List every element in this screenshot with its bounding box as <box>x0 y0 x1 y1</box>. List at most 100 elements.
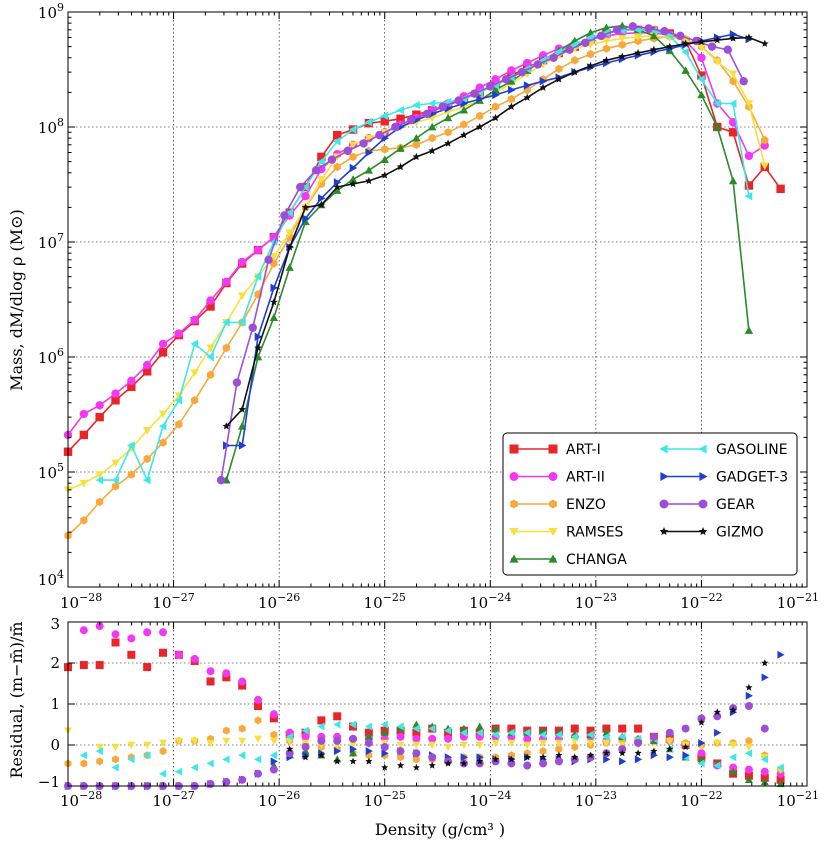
point-gasoline <box>681 47 689 57</box>
residual-point-gadget-3 <box>270 757 278 766</box>
residual-point-gadget-3 <box>476 753 484 762</box>
residual-point-gasoline <box>174 767 183 776</box>
residual-point-art-i <box>143 663 152 672</box>
residual-point-art-i <box>222 673 231 682</box>
point-changa <box>728 176 738 185</box>
residual-point-art-i <box>127 650 136 659</box>
residual-point-ramses <box>523 741 532 749</box>
legend-marker <box>510 499 518 509</box>
point-enzo <box>491 102 500 111</box>
legend-label: GEAR <box>716 497 755 513</box>
point-art-ii <box>174 329 184 338</box>
residual-point-enzo <box>412 755 420 764</box>
point-art-i <box>317 152 326 162</box>
residual-point-ramses <box>507 739 516 747</box>
series-ramses <box>63 32 769 495</box>
residual-point-ramses <box>459 741 468 749</box>
point-gasoline <box>253 272 262 281</box>
point-gizmo <box>365 176 373 185</box>
residual-point-gasoline <box>159 769 167 778</box>
point-gizmo <box>460 131 468 139</box>
point-enzo <box>555 64 563 74</box>
point-gadget-3 <box>349 163 358 173</box>
residual-point-gasoline <box>238 751 246 760</box>
top-y-tick-label: 105 <box>38 461 64 482</box>
residual-point-art-ii <box>412 734 421 743</box>
legend-marker <box>509 527 519 536</box>
point-enzo <box>428 133 436 143</box>
residual-ramses <box>64 727 785 774</box>
point-gizmo <box>285 243 294 251</box>
residual-art-i <box>64 638 785 784</box>
residual-point-gadget-3 <box>381 749 389 758</box>
legend-item-gear: GEAR <box>659 497 755 513</box>
point-gizmo <box>349 179 357 188</box>
legend-marker <box>659 527 669 536</box>
residual-point-enzo <box>112 755 119 764</box>
point-gizmo <box>729 34 737 42</box>
residual-point-gear <box>507 759 516 768</box>
residual-point-gasoline <box>111 763 119 772</box>
residual-point-ramses <box>713 739 722 747</box>
legend-marker <box>509 554 519 563</box>
residual-point-ramses <box>127 741 136 749</box>
residual-point-gear <box>206 779 215 788</box>
legend-label: RAMSES <box>566 525 624 541</box>
point-art-i <box>79 430 89 440</box>
point-gear <box>470 89 479 98</box>
point-gear <box>375 130 384 140</box>
residual-point-ramses <box>602 739 611 747</box>
point-gizmo <box>396 162 405 171</box>
point-ramses <box>633 33 643 41</box>
point-gear <box>501 75 511 84</box>
point-gadget-3 <box>270 283 279 292</box>
residual-point-gasoline <box>95 747 103 756</box>
point-gasoline <box>333 137 341 146</box>
bottom-x-tick-label: 10−24 <box>469 789 511 810</box>
point-gizmo <box>539 83 547 91</box>
point-changa <box>396 144 405 152</box>
point-gadget-3 <box>476 94 484 104</box>
point-gizmo <box>681 39 690 47</box>
residual-point-gear <box>396 747 405 756</box>
residual-point-gasoline <box>618 732 626 741</box>
line-gear <box>220 25 745 481</box>
point-enzo <box>618 40 626 49</box>
residual-point-art-i <box>333 712 342 721</box>
point-ramses <box>158 410 168 419</box>
point-art-ii <box>190 315 199 325</box>
point-gadget-3 <box>365 148 374 157</box>
residual-point-gasoline <box>222 755 230 764</box>
residual-point-gizmo <box>618 749 626 757</box>
point-ramses <box>602 37 611 46</box>
point-gasoline <box>697 75 705 84</box>
point-art-ii <box>507 66 516 75</box>
point-art-ii <box>222 277 231 287</box>
point-gizmo <box>713 36 722 44</box>
residual-point-gear <box>349 734 358 743</box>
residual-point-gear <box>760 724 769 733</box>
residual-gadget-3 <box>64 650 785 790</box>
point-changa <box>348 175 358 183</box>
point-gadget-3 <box>238 441 247 450</box>
residual-point-gasoline <box>206 759 214 768</box>
residual-point-gasoline <box>459 728 468 737</box>
residual-point-art-ii <box>111 630 120 639</box>
residual-point-ramses <box>396 741 405 749</box>
legend-marker <box>549 499 557 509</box>
point-changa <box>697 90 706 99</box>
residual-point-gizmo <box>507 755 515 763</box>
residual-point-gasoline <box>444 726 452 735</box>
residual-point-gizmo <box>761 659 769 667</box>
point-gear <box>280 211 289 220</box>
point-gasoline <box>301 182 309 192</box>
residual-point-ramses <box>444 743 453 752</box>
point-art-i <box>158 348 168 357</box>
point-enzo <box>143 454 151 464</box>
top-y-tick-label: 109 <box>38 1 64 22</box>
point-enzo <box>96 497 104 507</box>
residual-point-enzo <box>397 753 404 762</box>
point-ramses <box>364 134 374 143</box>
point-art-i <box>728 128 738 137</box>
